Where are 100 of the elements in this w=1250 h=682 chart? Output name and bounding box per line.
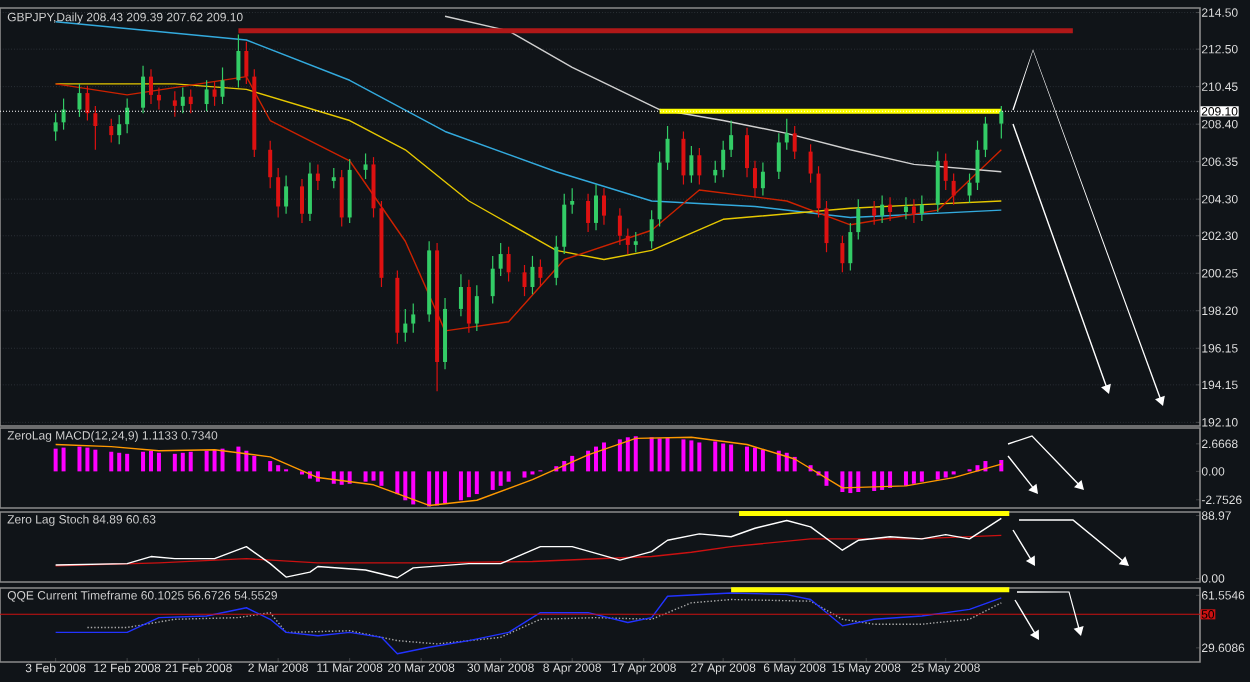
bar [276, 465, 281, 472]
bar [665, 437, 670, 472]
candlestick [562, 193, 567, 255]
bar [339, 471, 344, 485]
bar [125, 453, 130, 472]
bar [745, 446, 750, 472]
bar [840, 471, 845, 493]
bar [776, 450, 781, 472]
candlestick [148, 68, 153, 105]
bar [331, 471, 336, 484]
bar [689, 440, 694, 472]
candlestick [649, 209, 654, 250]
candlestick [498, 242, 503, 277]
candlestick [824, 200, 829, 253]
candlestick [601, 187, 606, 226]
candlestick [840, 235, 845, 273]
candlestick [729, 119, 734, 158]
candlestick [784, 118, 789, 151]
candlestick [204, 79, 209, 112]
bar [141, 451, 146, 472]
bar [172, 453, 177, 472]
bar [594, 446, 599, 472]
candlestick [808, 143, 813, 184]
candlestick [530, 255, 535, 295]
candlestick [61, 97, 66, 131]
candlestick [752, 160, 757, 198]
candlestick [967, 172, 972, 204]
bar [395, 471, 400, 495]
candlestick [951, 172, 956, 206]
candlestick [856, 198, 861, 241]
candlestick [689, 145, 694, 184]
bar [506, 471, 511, 482]
candlestick [236, 33, 241, 89]
bar [403, 471, 408, 501]
candlestick [244, 41, 249, 85]
candlestick [117, 114, 122, 145]
bar [466, 471, 471, 498]
candlestick [697, 147, 702, 186]
candlestick [880, 194, 885, 224]
bar [649, 437, 654, 472]
candlestick [109, 118, 114, 144]
bar [697, 442, 702, 472]
candlestick [570, 187, 575, 215]
bar [903, 471, 908, 486]
candlestick [911, 198, 916, 224]
candlestick [180, 86, 185, 114]
bar [498, 471, 503, 486]
candlestick [665, 125, 670, 171]
bar [212, 449, 217, 472]
line-series [86, 598, 1003, 645]
bar [347, 471, 352, 484]
bar [943, 471, 948, 478]
candlestick [919, 194, 924, 222]
candlestick [188, 88, 193, 114]
bar [713, 441, 718, 472]
candlestick [284, 174, 289, 215]
candlestick [125, 97, 130, 134]
candlestick [331, 167, 336, 189]
bar [911, 471, 916, 484]
candlestick [522, 264, 527, 297]
candlestick [506, 246, 511, 283]
candlestick [315, 163, 320, 191]
bar [601, 442, 606, 472]
candlestick [339, 169, 344, 228]
bar [586, 450, 591, 472]
candlestick [792, 125, 797, 160]
candlestick [93, 105, 98, 151]
candlestick [403, 308, 408, 343]
line-series [54, 517, 1003, 579]
candlestick [212, 81, 217, 107]
candlestick [903, 196, 908, 220]
bar [252, 455, 257, 472]
candlestick [490, 255, 495, 305]
candlestick [760, 161, 765, 197]
bar [729, 444, 734, 472]
bar [522, 471, 527, 478]
candlestick [538, 258, 543, 288]
bar [180, 452, 185, 472]
candlestick [371, 156, 376, 219]
bar [848, 471, 853, 494]
candlestick [586, 193, 591, 233]
candlestick [307, 161, 312, 222]
candlestick [999, 105, 1004, 140]
candlestick [220, 66, 225, 105]
bar [109, 451, 114, 472]
bar [156, 452, 161, 472]
candlestick [363, 152, 368, 180]
candlestick [745, 127, 750, 178]
bar [379, 471, 384, 486]
candlestick [935, 151, 940, 213]
candlestick [943, 152, 948, 191]
bar [268, 461, 273, 472]
bar [85, 447, 90, 472]
bar [490, 471, 495, 490]
candlestick [458, 273, 463, 317]
candlestick [141, 65, 146, 114]
bar [888, 471, 893, 488]
candlestick [975, 140, 980, 191]
bar [204, 450, 209, 472]
candlestick [299, 178, 304, 224]
